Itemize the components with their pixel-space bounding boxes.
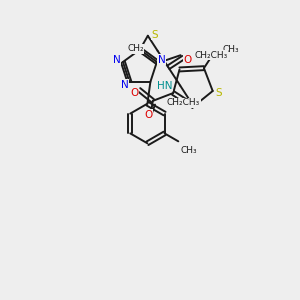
Text: CH₃: CH₃ xyxy=(181,146,198,155)
Text: O: O xyxy=(144,110,152,119)
Text: S: S xyxy=(152,30,158,40)
Text: HN: HN xyxy=(157,81,172,91)
Text: CH₂: CH₂ xyxy=(127,44,144,53)
Text: CH₂CH₃: CH₂CH₃ xyxy=(167,98,200,107)
Text: CH₂CH₃: CH₂CH₃ xyxy=(194,51,228,60)
Text: N: N xyxy=(121,80,128,90)
Text: O: O xyxy=(130,88,138,98)
Text: CH₃: CH₃ xyxy=(223,45,239,54)
Text: O: O xyxy=(183,55,191,64)
Text: N: N xyxy=(158,55,166,65)
Text: S: S xyxy=(215,88,222,98)
Text: N: N xyxy=(113,55,121,65)
